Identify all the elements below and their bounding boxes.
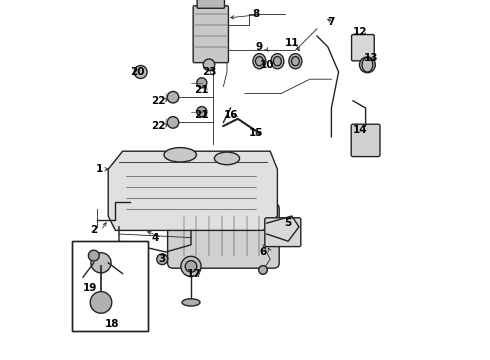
Text: 9: 9 bbox=[256, 42, 263, 52]
Ellipse shape bbox=[273, 57, 281, 66]
FancyBboxPatch shape bbox=[197, 0, 224, 8]
Circle shape bbox=[197, 78, 207, 88]
FancyBboxPatch shape bbox=[351, 124, 380, 157]
Text: 19: 19 bbox=[83, 283, 98, 293]
Text: 21: 21 bbox=[195, 110, 209, 120]
Circle shape bbox=[185, 261, 197, 272]
FancyBboxPatch shape bbox=[168, 203, 279, 268]
Text: 6: 6 bbox=[259, 247, 267, 257]
Circle shape bbox=[259, 266, 268, 274]
Text: 3: 3 bbox=[159, 254, 166, 264]
Polygon shape bbox=[108, 151, 277, 230]
FancyBboxPatch shape bbox=[265, 218, 301, 247]
Circle shape bbox=[360, 57, 375, 73]
Bar bbox=[72, 241, 148, 331]
Ellipse shape bbox=[255, 57, 263, 66]
Circle shape bbox=[181, 256, 201, 276]
Ellipse shape bbox=[92, 299, 110, 306]
Ellipse shape bbox=[271, 54, 284, 69]
Circle shape bbox=[197, 107, 207, 117]
Circle shape bbox=[167, 117, 179, 128]
Text: 8: 8 bbox=[252, 9, 259, 19]
Text: 21: 21 bbox=[195, 85, 209, 95]
Ellipse shape bbox=[215, 152, 240, 165]
Circle shape bbox=[91, 253, 111, 273]
Text: 2: 2 bbox=[90, 225, 98, 235]
Text: 18: 18 bbox=[104, 319, 119, 329]
Circle shape bbox=[203, 59, 215, 71]
Text: 7: 7 bbox=[328, 17, 335, 27]
Text: 16: 16 bbox=[223, 110, 238, 120]
FancyBboxPatch shape bbox=[351, 35, 374, 61]
Text: 5: 5 bbox=[285, 218, 292, 228]
Text: 12: 12 bbox=[353, 27, 368, 37]
Circle shape bbox=[90, 292, 112, 313]
Ellipse shape bbox=[289, 54, 302, 69]
Text: 17: 17 bbox=[187, 269, 202, 279]
Text: 13: 13 bbox=[364, 53, 378, 63]
Text: 20: 20 bbox=[130, 67, 144, 77]
Text: 4: 4 bbox=[151, 233, 159, 243]
Text: 10: 10 bbox=[259, 60, 274, 70]
Text: 14: 14 bbox=[353, 125, 368, 135]
FancyBboxPatch shape bbox=[193, 6, 228, 63]
Text: 11: 11 bbox=[285, 38, 299, 48]
Bar bbox=[72, 241, 148, 331]
Circle shape bbox=[157, 254, 168, 265]
Ellipse shape bbox=[292, 57, 299, 66]
Ellipse shape bbox=[164, 148, 196, 162]
Ellipse shape bbox=[182, 299, 200, 306]
Text: 1: 1 bbox=[96, 164, 103, 174]
Circle shape bbox=[167, 91, 179, 103]
Text: 22: 22 bbox=[151, 96, 166, 106]
Circle shape bbox=[88, 250, 99, 261]
Circle shape bbox=[134, 66, 147, 78]
Text: 15: 15 bbox=[248, 128, 263, 138]
Ellipse shape bbox=[253, 54, 266, 69]
Text: 22: 22 bbox=[151, 121, 166, 131]
Text: 23: 23 bbox=[202, 67, 216, 77]
